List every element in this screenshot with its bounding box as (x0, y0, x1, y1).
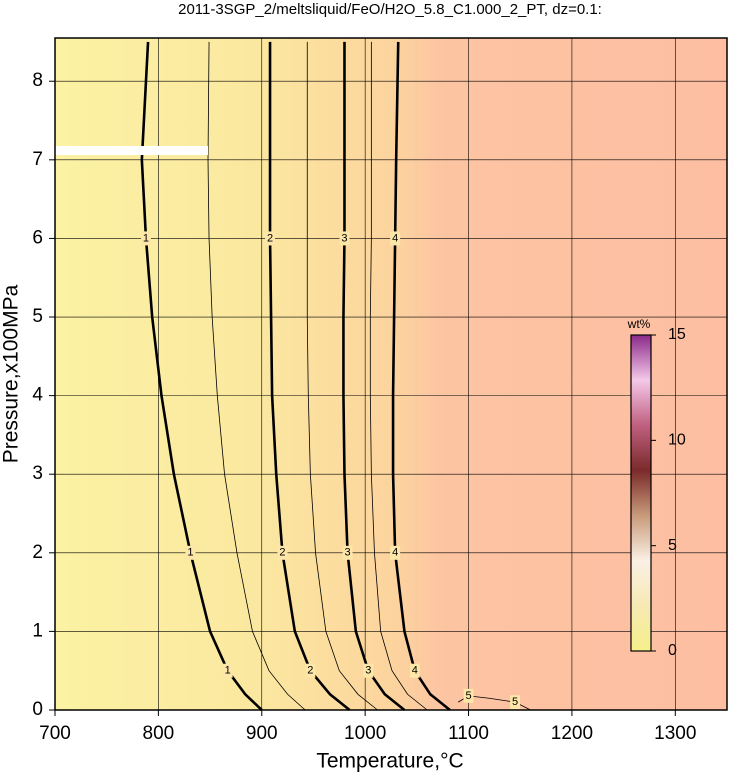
colorbar-label: wt% (627, 317, 651, 331)
colorbar (630, 334, 652, 652)
contour-line (306, 41, 378, 711)
contour-label-bg (277, 545, 288, 560)
contour-label: 3 (345, 547, 351, 559)
y-tick-label: 1 (32, 620, 43, 641)
contour-label-bg (342, 545, 353, 560)
contour-line (391, 41, 451, 712)
y-tick-label: 2 (32, 542, 43, 563)
contour-label: 5 (512, 696, 518, 708)
contour-label-bg (390, 545, 401, 560)
contour-label-bg (390, 231, 401, 246)
contour-label-bg (339, 231, 350, 246)
y-tick-label: 5 (32, 306, 43, 327)
contour-label-bg (363, 663, 374, 678)
colorbar-tick-label: 0 (668, 642, 677, 659)
colorbar-tick-label: 15 (668, 326, 686, 343)
x-tick-label: 900 (246, 723, 278, 744)
x-tick-label: 1000 (344, 723, 386, 744)
contour-line (140, 41, 263, 711)
contour-label: 2 (279, 547, 285, 559)
contour-label-bg (140, 231, 151, 246)
contour-label: 5 (465, 690, 471, 702)
contour-label: 3 (341, 232, 347, 244)
contour-label: 4 (392, 232, 398, 244)
contour-label: 2 (267, 232, 273, 244)
x-tick-label: 1200 (551, 723, 593, 744)
y-tick-label: 3 (32, 463, 43, 484)
x-tick-label: 800 (143, 723, 175, 744)
contour-line (207, 41, 306, 711)
contour-line (342, 41, 406, 712)
x-tick-label: 700 (39, 723, 71, 744)
contour-line (268, 41, 351, 712)
contour-line (369, 41, 428, 711)
contour-label: 2 (307, 665, 313, 677)
y-tick-label: 7 (32, 149, 43, 170)
chart-title: 2011-3SGP_2/meltsliquid/FeO/H2O_5.8_C1.0… (178, 1, 602, 18)
contour-label-bg (185, 545, 196, 560)
y-axis-label: Pressure,x100MPa (0, 284, 23, 463)
y-tick-label: 0 (32, 699, 43, 720)
contour-label: 3 (365, 665, 371, 677)
contour-label: 4 (412, 665, 418, 677)
contour-label-bg (463, 688, 474, 703)
contour-label-bg (265, 231, 276, 246)
plot-background (55, 38, 727, 710)
plot-frame (54, 37, 728, 711)
colorbar-tick-label: 5 (668, 537, 677, 554)
contour-label: 1 (225, 665, 231, 677)
y-tick-label: 4 (32, 385, 43, 406)
contour-label-bg (510, 695, 521, 710)
contour-label: 4 (392, 547, 398, 559)
contour-label: 1 (143, 232, 149, 244)
contour-label-bg (409, 663, 420, 678)
x-axis-label: Temperature,°C (316, 750, 463, 773)
colorbar-tick-label: 10 (668, 432, 686, 449)
blank-bar (55, 146, 208, 155)
contour-label-bg (305, 663, 316, 678)
y-tick-label: 8 (32, 70, 43, 91)
x-tick-label: 1100 (448, 723, 489, 744)
y-tick-label: 6 (32, 227, 43, 248)
contour-label-bg (222, 663, 233, 678)
contour-label: 1 (187, 547, 193, 559)
x-tick-label: 1300 (654, 723, 696, 744)
